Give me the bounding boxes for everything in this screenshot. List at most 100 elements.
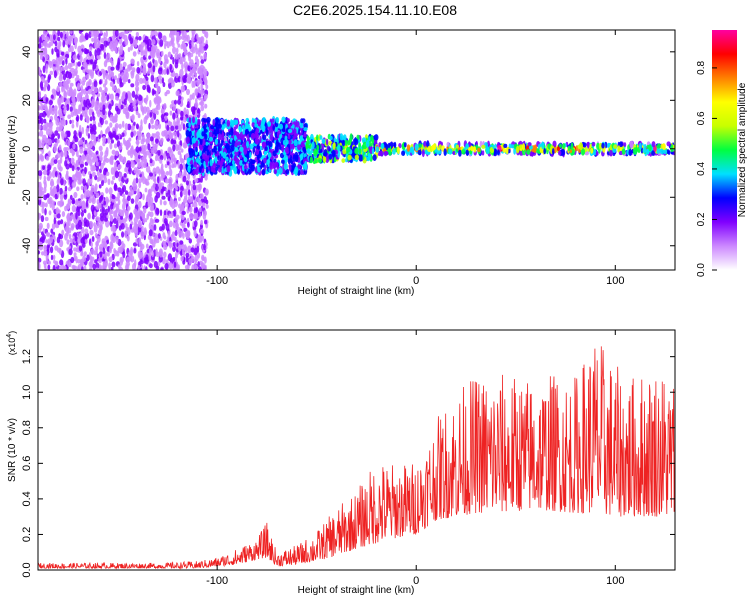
spectrogram-cell — [143, 206, 147, 214]
spectrogram-cell — [74, 136, 79, 143]
spectrogram-cell — [91, 236, 95, 242]
spectrogram-cell — [158, 123, 162, 130]
spectrogram-cell — [159, 159, 163, 164]
spectrogram-cell — [44, 36, 50, 43]
spectrogram-cell — [187, 101, 190, 108]
spectrogram-cell — [303, 127, 308, 132]
spectrogram-cell — [96, 47, 101, 56]
spectrogram-cell — [49, 236, 53, 244]
spectrogram-cell — [280, 217, 284, 223]
spectrogram-cell — [131, 90, 136, 98]
spectrogram-cell — [285, 139, 289, 145]
spectrogram-cell — [265, 112, 270, 120]
spectrogram-cell — [200, 64, 204, 70]
spectrogram-cell — [293, 53, 298, 59]
spectrogram-cell — [201, 235, 205, 241]
spectrogram-cell — [236, 158, 240, 166]
spectrogram-cell — [253, 247, 257, 255]
spectrogram-cell — [176, 117, 181, 124]
spectrogram-cell — [56, 49, 60, 57]
spectrogram-cell — [109, 122, 113, 128]
spectrogram-cell — [98, 134, 101, 140]
spectrogram-cell — [59, 200, 63, 208]
spectrogram-cell — [45, 54, 49, 60]
spectrogram-cell — [168, 262, 173, 270]
spectrogram-cell — [103, 168, 107, 176]
spectrogram-cell — [83, 251, 87, 257]
spectrogram-cell — [64, 185, 68, 192]
spectrogram-cell — [118, 171, 123, 177]
spectrogram-cell — [124, 123, 129, 131]
spectrogram-cell — [283, 163, 288, 170]
spectrogram-cell — [135, 123, 139, 130]
spectrogram-cell — [135, 212, 140, 218]
spectrogram-cell — [108, 187, 113, 195]
spectrogram-cell — [164, 163, 168, 168]
spectrogram-cell — [167, 78, 172, 84]
spectrogram-cell — [290, 47, 293, 53]
spectrogram-cell — [119, 44, 124, 53]
spectrogram-cell — [70, 67, 75, 73]
spectrogram-cell — [99, 102, 103, 108]
spectrogram-cell — [55, 207, 60, 215]
spectrogram-cell — [188, 238, 192, 244]
spectrogram-cell — [58, 81, 63, 87]
spectrogram-cell — [281, 238, 286, 246]
spectrogram-cell — [192, 74, 195, 80]
spectrogram-cell — [159, 199, 163, 206]
spectrogram-cell — [153, 147, 157, 154]
spectrogram-cell — [134, 151, 138, 158]
spectrogram-cell — [208, 136, 213, 142]
spectrogram-cell — [147, 62, 152, 69]
spectrogram-cell — [110, 93, 114, 102]
spectrogram-cell — [277, 70, 281, 75]
spectrogram-cell — [203, 75, 208, 83]
spectrogram-cell — [173, 188, 176, 195]
spectrogram-cell — [271, 217, 275, 222]
spectrogram-cell — [127, 30, 133, 33]
spectrogram-cell — [200, 262, 206, 269]
spectrogram-cell — [274, 234, 278, 241]
spectrogram-cell — [40, 104, 45, 111]
spectrogram-cell — [288, 165, 292, 172]
spectrogram-cell — [136, 81, 140, 86]
spectrogram-cell — [172, 257, 176, 262]
spectrogram-cell — [204, 93, 208, 100]
spectrogram-cell — [82, 88, 86, 95]
spectrogram-cell — [288, 39, 292, 48]
spectrogram-cell — [135, 140, 140, 145]
spectrogram-cell — [255, 204, 259, 213]
spectrogram-cell — [77, 61, 81, 67]
spectrogram-cell — [144, 218, 148, 223]
spectrogram-cell — [261, 186, 265, 194]
spectrogram-cell — [173, 158, 177, 164]
spectrogram-cell — [294, 154, 299, 162]
spectrogram-cell — [155, 138, 159, 144]
spectrogram-cell — [200, 97, 204, 104]
spectrogram-cell — [62, 86, 66, 92]
spectrogram-cell — [138, 254, 143, 260]
spectrogram-cell — [187, 65, 191, 72]
spectrogram-cell — [116, 250, 120, 257]
spectrogram-cell — [113, 182, 117, 191]
spectrogram-cell — [179, 163, 183, 171]
spectrogram-cell — [161, 117, 165, 123]
spectrogram-cell — [56, 85, 60, 93]
spectrogram-cell — [138, 220, 143, 228]
spectrogram-cell — [280, 249, 284, 255]
spectrogram-cell — [105, 187, 109, 194]
spectrogram-cell — [138, 94, 143, 102]
spectrogram-cell — [152, 182, 156, 189]
spectrogram-cell — [130, 70, 135, 76]
spectrogram-cell — [147, 143, 151, 151]
spectrogram-cell — [169, 110, 173, 116]
spectrogram-cell — [247, 168, 252, 175]
spectrogram-cell — [38, 140, 42, 149]
spectrogram-cell — [39, 81, 44, 89]
spectrogram-cell — [112, 235, 115, 243]
spectrogram-cell — [287, 71, 291, 80]
spectrogram-cell — [280, 37, 284, 43]
spectrogram-cell — [72, 265, 78, 270]
spectrogram-cell — [148, 229, 153, 237]
spectrogram-cell — [155, 48, 160, 57]
